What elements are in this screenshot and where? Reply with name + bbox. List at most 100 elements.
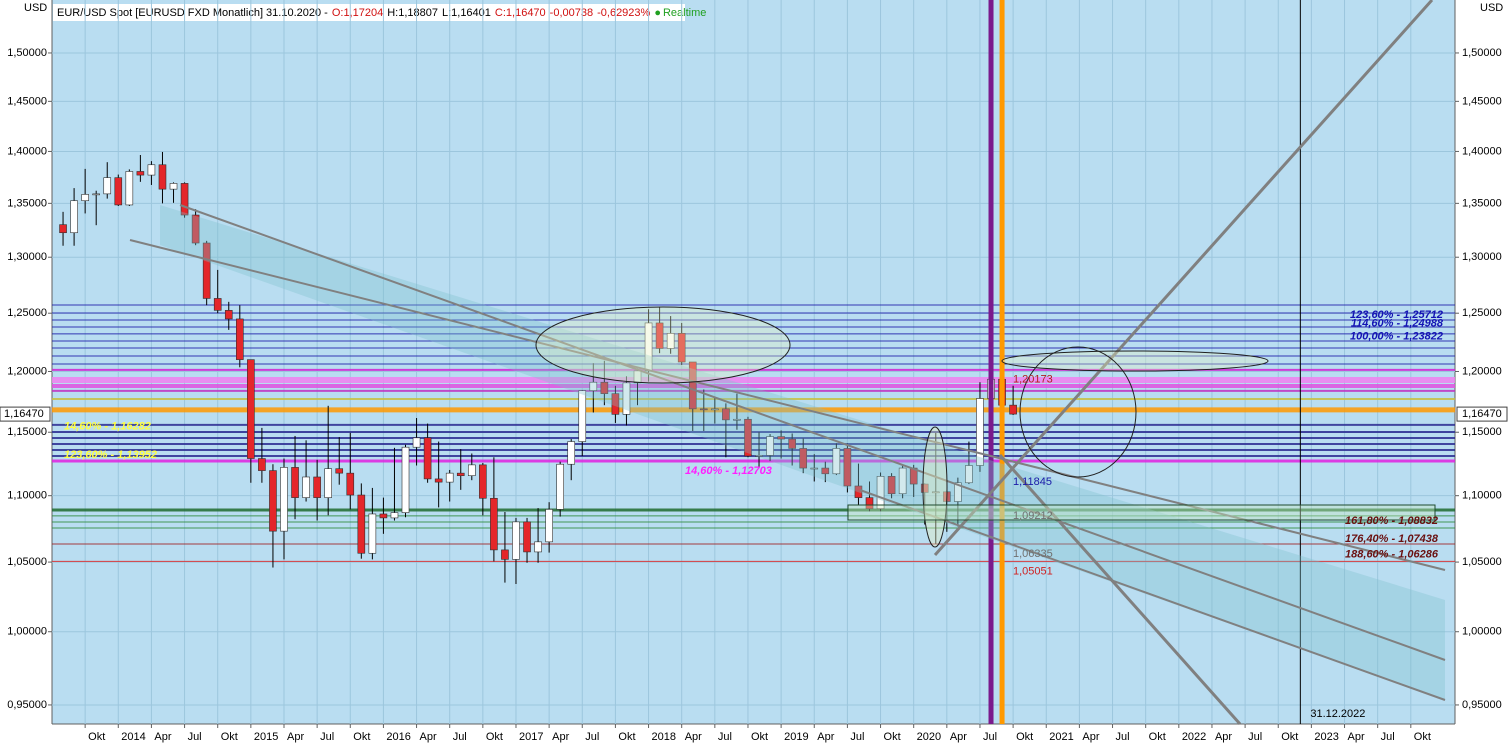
x-tick-label: Okt <box>1149 731 1166 743</box>
candle-body <box>412 437 421 448</box>
candle-body <box>854 485 863 498</box>
candle-body <box>965 465 973 484</box>
candle-body <box>92 193 100 196</box>
candle-body <box>865 497 874 510</box>
x-tick-label: Apr <box>685 731 702 743</box>
y-tick-label: 1,30000 <box>1462 251 1502 263</box>
status-dot: ● <box>654 7 661 19</box>
y-tick-label: 1,10000 <box>7 490 47 502</box>
x-tick-label: Jul <box>1248 731 1262 743</box>
fib-label: 14,60% - 1,12703 <box>685 465 772 477</box>
candle-body <box>501 549 509 560</box>
x-tick-label: 2021 <box>1049 731 1073 743</box>
y-tick-label: 1,05000 <box>7 556 47 568</box>
candle-body <box>158 164 167 190</box>
y-tick-label: 1,25000 <box>1462 307 1502 319</box>
x-tick-label: 2018 <box>652 731 676 743</box>
vline-label: 31.12.2022 <box>1310 708 1365 720</box>
candle-body <box>931 491 940 494</box>
header-close: C:1,16470 <box>495 7 546 19</box>
plot-area <box>52 0 1455 724</box>
x-tick-label: Apr <box>950 731 967 743</box>
fib-label: 188,60% - 1,06286 <box>1345 549 1439 561</box>
candle-body <box>821 467 830 475</box>
x-tick-label: Apr <box>1348 731 1365 743</box>
y-tick-label: 1,50000 <box>7 47 47 59</box>
x-tick-label: Jul <box>320 731 334 743</box>
x-tick-label: Jul <box>1116 731 1130 743</box>
x-tick-label: 2022 <box>1182 731 1206 743</box>
candle-body <box>136 171 145 176</box>
ellipse <box>535 306 791 384</box>
y-tick-label: 1,05000 <box>1462 556 1502 568</box>
candle-body <box>379 513 388 519</box>
candle-body <box>545 509 553 543</box>
candle-body <box>479 464 487 499</box>
candle-body <box>611 393 620 415</box>
fib-label: 123,60% - 1,13952 <box>64 449 157 461</box>
candle-body <box>269 470 277 532</box>
candle-body <box>976 398 984 466</box>
y-tick-label: 1,10000 <box>1462 490 1502 502</box>
candle-body <box>191 214 200 244</box>
x-tick-label: 2020 <box>917 731 941 743</box>
ellipse <box>1001 350 1269 372</box>
y-tick-label: 1,40000 <box>1462 145 1502 157</box>
candle-body <box>59 224 67 234</box>
candle-body <box>766 436 774 456</box>
candle-body <box>578 390 587 442</box>
header-change-pct: -0,62923% <box>597 7 650 19</box>
candle-body <box>302 476 310 498</box>
candle-body <box>788 438 796 449</box>
candle-body <box>699 408 708 411</box>
candle-body <box>390 512 399 519</box>
y-tick-label: 1,20000 <box>1462 365 1502 377</box>
x-tick-label: Apr <box>1082 731 1099 743</box>
x-tick-label: Apr <box>287 731 304 743</box>
header-high: H:1,18807 <box>387 7 438 19</box>
y-tick-label: 1,50000 <box>1462 47 1502 59</box>
candle-body <box>125 171 134 206</box>
x-tick-label: 2014 <box>121 731 145 743</box>
header-change: -0,00738 <box>550 7 593 19</box>
candle-body <box>346 472 355 496</box>
trendline <box>859 489 1446 701</box>
y-tick-label: 1,40000 <box>7 145 47 157</box>
price-box-label: 1,16470 <box>1462 408 1502 420</box>
candle-body <box>810 467 819 470</box>
candle-body <box>556 463 564 510</box>
candle-body <box>1009 404 1017 415</box>
header: EUR/USD Spot [EURUSD FXD Monatlich] 31.1… <box>57 7 706 19</box>
x-tick-label: 2015 <box>254 731 278 743</box>
x-tick-label: Apr <box>154 731 171 743</box>
x-tick-label: 2019 <box>784 731 808 743</box>
x-tick-label: Okt <box>1414 731 1431 743</box>
fib-label: 123,60% - 1,25712 <box>1350 309 1443 321</box>
candle-body <box>368 513 377 554</box>
y-unit: USD <box>1480 2 1503 14</box>
candle-body <box>832 448 841 475</box>
candle-body <box>401 446 410 513</box>
candle-body <box>291 467 299 498</box>
x-tick-label: Okt <box>486 731 503 743</box>
candle-body <box>445 472 454 483</box>
x-tick-label: Okt <box>1281 731 1298 743</box>
candle-body <box>600 381 609 394</box>
y-tick-label: 1,15000 <box>7 426 47 438</box>
y-tick-label: 0,95000 <box>7 699 47 711</box>
candle-body <box>711 408 719 411</box>
candle-body <box>467 464 476 477</box>
candle-body <box>534 541 542 553</box>
y-tick-label: 1,45000 <box>1462 95 1502 107</box>
fib-label: 161,80% - 1,08832 <box>1345 515 1438 527</box>
fib-label: 114,60% - 1,24988 <box>1351 317 1444 329</box>
candle-body <box>799 448 808 469</box>
price-mark: 1,06335 <box>1013 548 1053 560</box>
price-box <box>1456 406 1508 422</box>
price-box <box>0 406 51 422</box>
fib-label: 100,00% - 1,23822 <box>1350 331 1443 343</box>
y-tick-label: 1,35000 <box>1462 197 1502 209</box>
x-tick-label: Jul <box>453 731 467 743</box>
price-mark: 1,09212 <box>1013 510 1053 522</box>
